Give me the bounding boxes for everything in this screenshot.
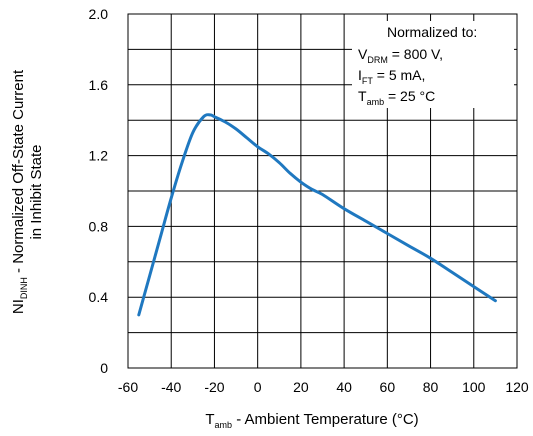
x-tick-label: 100	[462, 379, 486, 395]
x-tick-label: 20	[293, 379, 309, 395]
data-series-line	[137, 113, 497, 317]
x-tick-labels: -60 -40 -20 0 20 40 60 80 100 120	[118, 379, 529, 395]
y-tick-label: 0.4	[89, 289, 109, 305]
annotation-vdrm: VDRM = 800 V,	[358, 46, 443, 65]
y-tick-label: 0.8	[89, 218, 109, 234]
y-axis-title-line2: in Inhibit State	[28, 144, 45, 239]
annotation-ift: IFT = 5 mA,	[358, 67, 425, 86]
x-axis-title: Tamb - Ambient Temperature (°C)	[205, 411, 418, 430]
y-tick-labels: 0 0.4 0.8 1.2 1.6 2.0	[89, 6, 109, 376]
x-tick-label: 120	[505, 379, 529, 395]
x-tick-label: -40	[161, 379, 181, 395]
y-tick-label: 1.2	[89, 148, 109, 164]
plot-frame	[127, 13, 518, 369]
annotation-title: Normalized to:	[387, 24, 477, 40]
x-tick-label: 80	[423, 379, 439, 395]
x-tick-label: -20	[204, 379, 224, 395]
annotation-tamb: Tamb = 25 °C	[358, 88, 435, 107]
x-tick-label: 40	[336, 379, 352, 395]
y-axis-title-line1: NIDINH - Normalized Off-State Current	[10, 69, 29, 314]
x-tick-label: 0	[254, 379, 262, 395]
x-tick-label: -60	[118, 379, 138, 395]
annotation-background	[352, 21, 514, 108]
plot-line-group	[137, 113, 497, 317]
annotation-box: Normalized to: VDRM = 800 V, IFT = 5 mA,…	[352, 21, 514, 108]
y-tick-label: 1.6	[89, 77, 109, 93]
x-tick-label: 60	[380, 379, 396, 395]
y-tick-label: 2.0	[89, 6, 109, 22]
y-tick-label: 0	[100, 360, 108, 376]
